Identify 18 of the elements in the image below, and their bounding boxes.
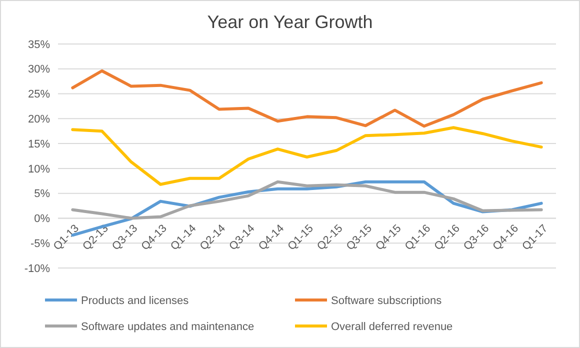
- y-tick-label: 20%: [28, 114, 50, 126]
- legend-label: Software subscriptions: [331, 294, 442, 307]
- legend-label: Overall deferred revenue: [331, 320, 453, 333]
- y-tick-label: 0%: [34, 213, 50, 226]
- y-tick-label: 10%: [28, 163, 50, 176]
- legend-label: Software updates and maintenance: [81, 320, 254, 333]
- y-tick-label: 35%: [28, 38, 50, 51]
- y-tick-label: -10%: [24, 262, 50, 275]
- y-tick-label: 30%: [28, 64, 50, 76]
- line-series: [71, 180, 543, 220]
- line-series: [71, 69, 543, 128]
- y-tick-label: 25%: [28, 88, 50, 101]
- chart-title: Year on Year Growth: [207, 12, 373, 32]
- legend-label: Products and licenses: [81, 294, 190, 307]
- y-tick-label: 15%: [28, 138, 50, 150]
- line-series: [71, 126, 543, 186]
- y-tick-label: -5%: [30, 238, 50, 250]
- y-tick-label: 5%: [34, 188, 50, 200]
